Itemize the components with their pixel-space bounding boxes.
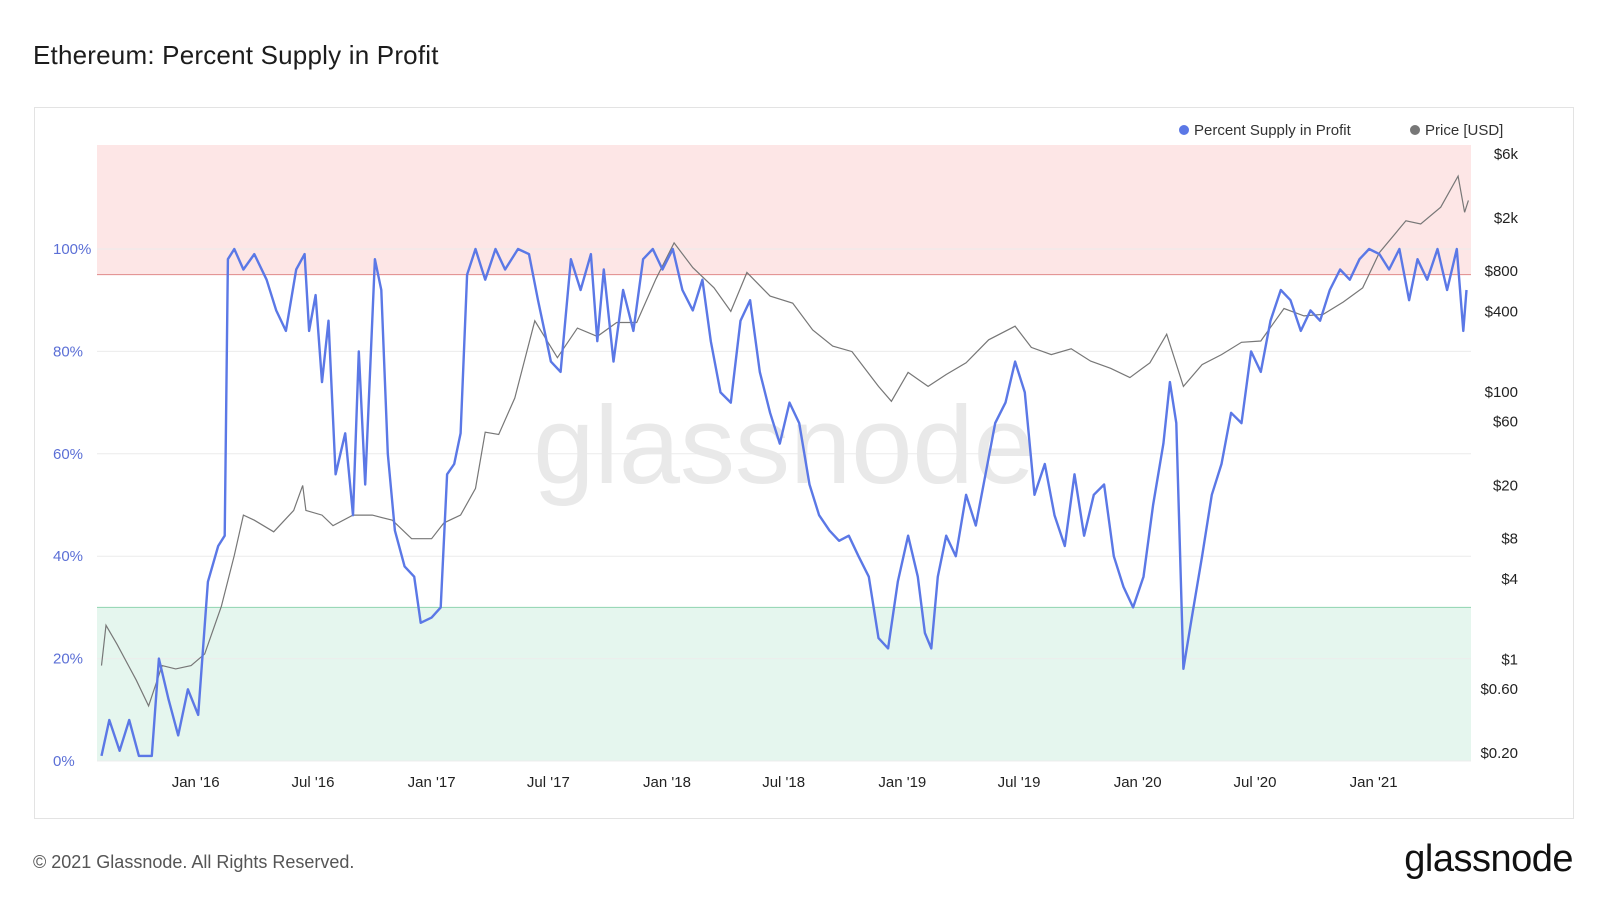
y-left-tick-label: 100% [53, 241, 91, 258]
legend-marker-price [1410, 125, 1420, 135]
y-right-tick-label: $1 [1501, 651, 1518, 668]
x-tick-label: Jan '16 [172, 774, 220, 791]
x-tick-label: Jul '19 [998, 774, 1041, 791]
y-right-tick-label: $8 [1501, 531, 1518, 548]
y-right-tick-label: $100 [1485, 384, 1518, 401]
copyright-footer: © 2021 Glassnode. All Rights Reserved. [33, 852, 355, 872]
price-usd-line [100, 174, 1469, 708]
x-tick-label: Jul '20 [1234, 774, 1277, 791]
x-tick-label: Jan '18 [643, 774, 691, 791]
y-right-tick-label: $20 [1493, 477, 1518, 494]
x-tick-label: Jul '17 [527, 774, 570, 791]
chart-title: Ethereum: Percent Supply in Profit [33, 40, 439, 70]
chart-canvas: glassnode 0% 20% 40% 60% 80% 100% $0.20 $0.60 $1 $… [53, 122, 1519, 791]
y-left-tick-label: 80% [53, 343, 83, 360]
y-left-tick-label: 20% [53, 651, 83, 668]
upper-band [97, 145, 1471, 275]
x-tick-label: Jan '17 [408, 774, 456, 791]
x-tick-label: Jul '16 [292, 774, 335, 791]
legend-marker-percent-supply [1179, 125, 1189, 135]
watermark: glassnode [533, 384, 1035, 507]
percent-supply-line [100, 247, 1468, 758]
y-right-tick-label: $4 [1501, 571, 1518, 588]
y-right-tick-label: $0.60 [1480, 681, 1518, 698]
y-right-tick-label: $400 [1485, 303, 1518, 320]
y-right-tick-label: $60 [1493, 414, 1518, 431]
x-tick-label: Jan '21 [1350, 774, 1398, 791]
y-right-tick-label: $0.20 [1480, 745, 1518, 762]
x-tick-label: Jan '19 [878, 774, 926, 791]
legend-label-percent-supply: Percent Supply in Profit [1194, 122, 1352, 139]
glassnode-logo: glassnode [1404, 838, 1573, 880]
chart-panel: glassnode 0% 20% 40% 60% 80% 100% $0.20 $0.60 $1 $… [34, 107, 1574, 819]
y-left-tick-label: 40% [53, 548, 83, 565]
x-tick-label: Jul '18 [762, 774, 805, 791]
x-tick-label: Jan '20 [1114, 774, 1162, 791]
y-left-tick-label: 60% [53, 446, 83, 463]
lower-band [97, 607, 1471, 761]
y-left-tick-label: 0% [53, 753, 75, 770]
y-right-tick-label: $2k [1494, 210, 1519, 227]
y-right-tick-label: $6k [1494, 146, 1519, 163]
legend-label-price: Price [USD] [1425, 122, 1503, 139]
y-right-tick-label: $800 [1485, 263, 1518, 280]
